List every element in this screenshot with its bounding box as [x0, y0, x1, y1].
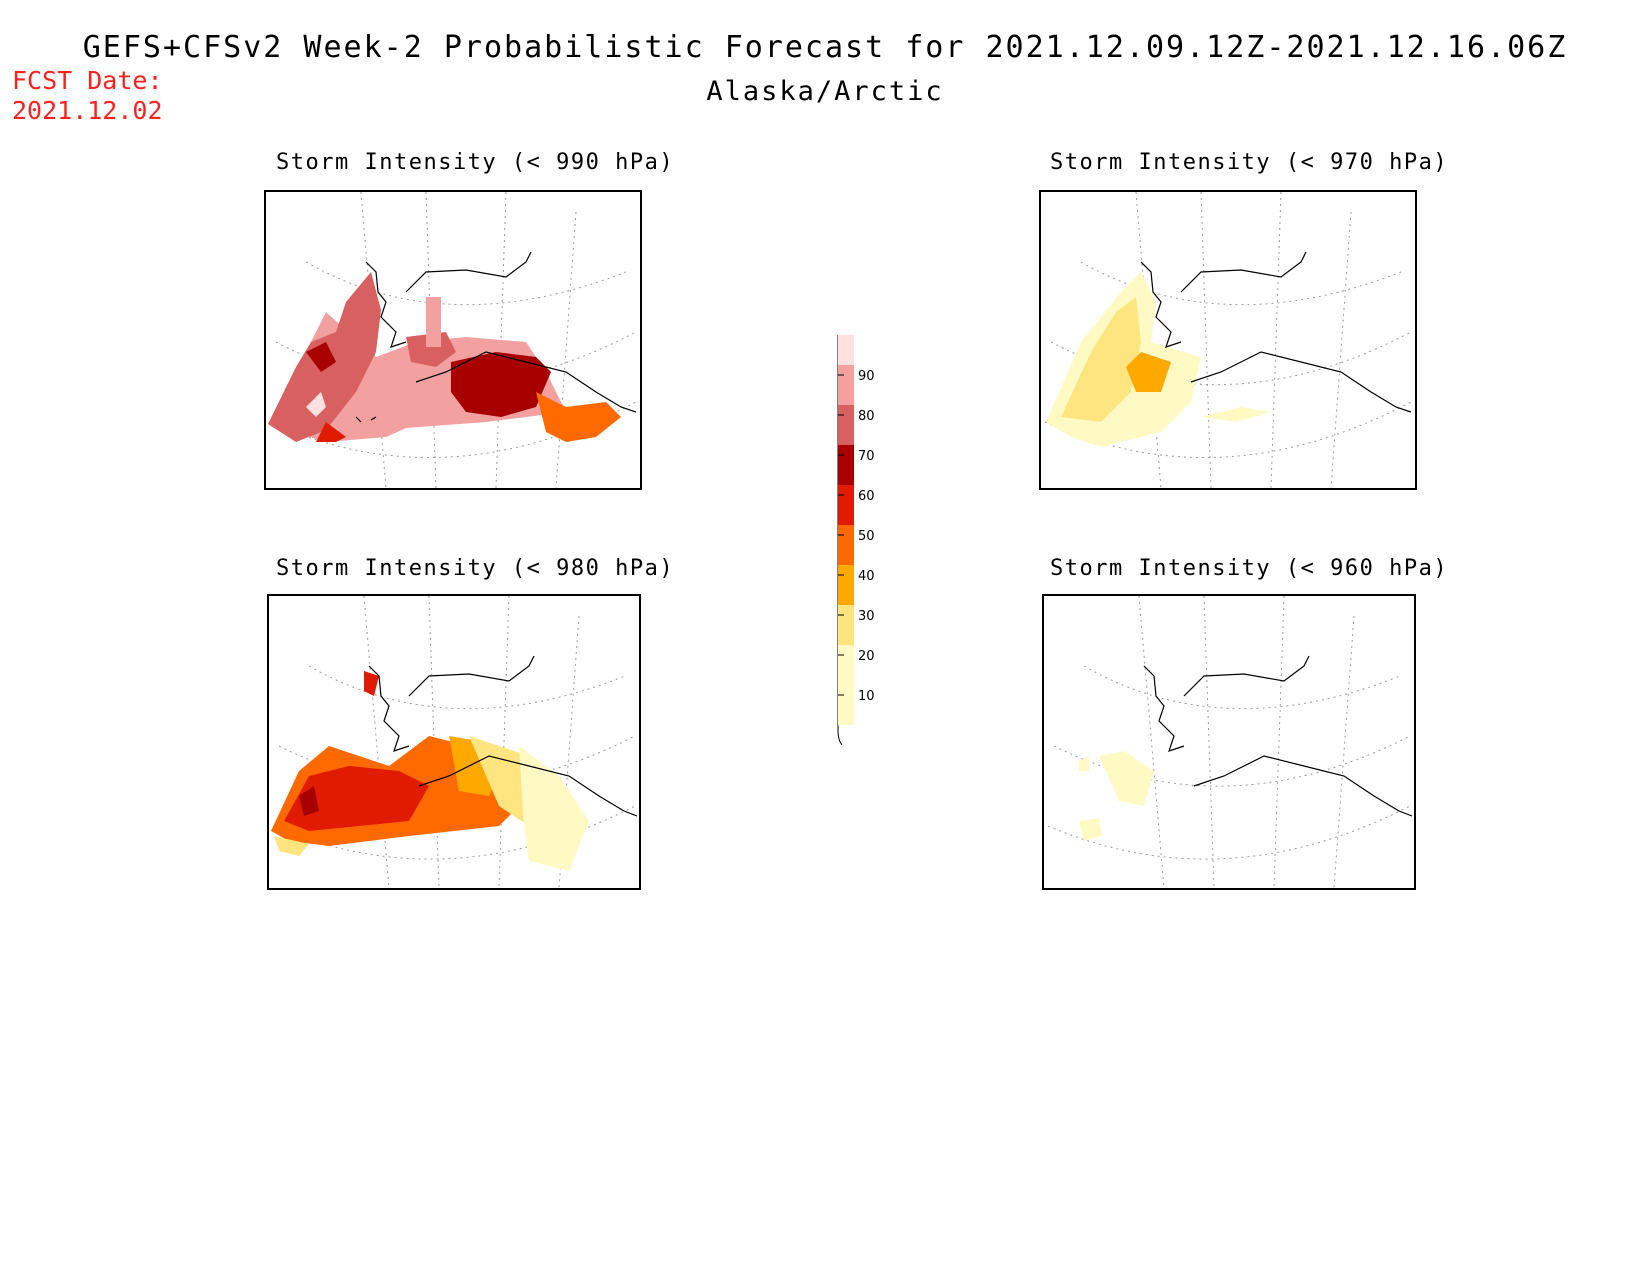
colorbar-swatch-p10 — [838, 685, 854, 725]
colorbar-swatch-p80 — [838, 405, 854, 445]
forecast-date: FCST Date: 2021.12.02 — [12, 66, 163, 126]
map-panel-960 — [1042, 594, 1416, 890]
shade-p40 — [536, 392, 621, 442]
shade-p50 — [284, 766, 429, 831]
colorbar-labels: 90 80 70 60 50 40 30 20 10 — [838, 369, 875, 704]
shade-p20 — [1061, 297, 1141, 422]
colorbar-swatch-p90 — [838, 365, 854, 405]
colorbar-tick-label: 20 — [858, 649, 875, 664]
probability-shading — [1046, 272, 1271, 447]
colorbar-swatch-p50 — [838, 525, 854, 565]
colorbar-tick-label: 40 — [858, 569, 875, 584]
coastline — [1143, 655, 1413, 817]
colorbar-swatches — [838, 335, 854, 725]
coastline — [355, 251, 637, 423]
panel-title-960: Storm Intensity (< 960 hPa) — [1050, 556, 1449, 581]
shade-p90 — [306, 392, 326, 417]
shade-p60 — [299, 786, 319, 816]
probability-map-980 — [271, 596, 638, 888]
coastline — [1140, 251, 1412, 413]
shade-p70b — [406, 332, 456, 367]
colorbar-tick-label: 60 — [858, 489, 875, 504]
coastline — [368, 655, 638, 817]
colorbar-swatch-p30 — [838, 605, 854, 645]
forecast-date-label: FCST Date: — [12, 66, 163, 95]
shade-p10 — [1099, 751, 1154, 806]
shade-p80b — [426, 297, 441, 347]
colorbar-tick-label: 10 — [858, 689, 875, 704]
colorbar-swatch-p40 — [838, 565, 854, 605]
probability-map-970 — [1044, 192, 1412, 488]
colorbar-tick-label: 50 — [858, 529, 875, 544]
shade-p30 — [1126, 352, 1171, 392]
panel-title-970: Storm Intensity (< 970 hPa) — [1050, 150, 1449, 175]
map-panel-970 — [1039, 190, 1417, 490]
shade-p10b — [1079, 818, 1102, 841]
colorbar-swatch-p20 — [838, 645, 854, 685]
forecast-date-value: 2021.12.02 — [12, 96, 163, 125]
graticule — [1044, 192, 1412, 488]
shade-p50b — [364, 671, 379, 696]
colorbar-swatch-p60 — [838, 485, 854, 525]
colorbar-swatch-p70 — [838, 445, 854, 485]
figure-title: GEFS+CFSv2 Week-2 Probabilistic Forecast… — [82, 30, 1568, 65]
map-panel-990 — [264, 190, 642, 490]
probability-map-960 — [1047, 596, 1413, 888]
shade-p50 — [316, 422, 346, 442]
shade-p10 — [519, 746, 589, 871]
probability-colorbar: 90 80 70 60 50 40 30 20 10 — [837, 335, 875, 745]
colorbar-tick-label: 70 — [858, 449, 875, 464]
figure-subtitle: Alaska/Arctic — [706, 76, 944, 107]
shade-p60b — [451, 352, 551, 417]
shade-p60 — [306, 342, 336, 372]
graticule — [1047, 596, 1411, 888]
shade-p10c — [1079, 756, 1089, 771]
colorbar-tick-label: 90 — [858, 369, 875, 384]
panel-title-990: Storm Intensity (< 990 hPa) — [276, 150, 675, 175]
colorbar-tick-label: 30 — [858, 609, 875, 624]
shade-p20b — [274, 836, 309, 856]
probability-map-990 — [268, 192, 637, 488]
colorbar-tick-label: 80 — [858, 409, 875, 424]
colorbar-swatch-above-90 — [838, 335, 854, 365]
probability-shading — [268, 272, 621, 442]
probability-shading — [1079, 751, 1154, 841]
panel-title-980: Storm Intensity (< 980 hPa) — [276, 556, 675, 581]
map-panel-980 — [267, 594, 641, 890]
colorbar-outline — [837, 335, 843, 745]
shade-p10b — [1201, 407, 1271, 422]
probability-shading — [271, 671, 589, 871]
